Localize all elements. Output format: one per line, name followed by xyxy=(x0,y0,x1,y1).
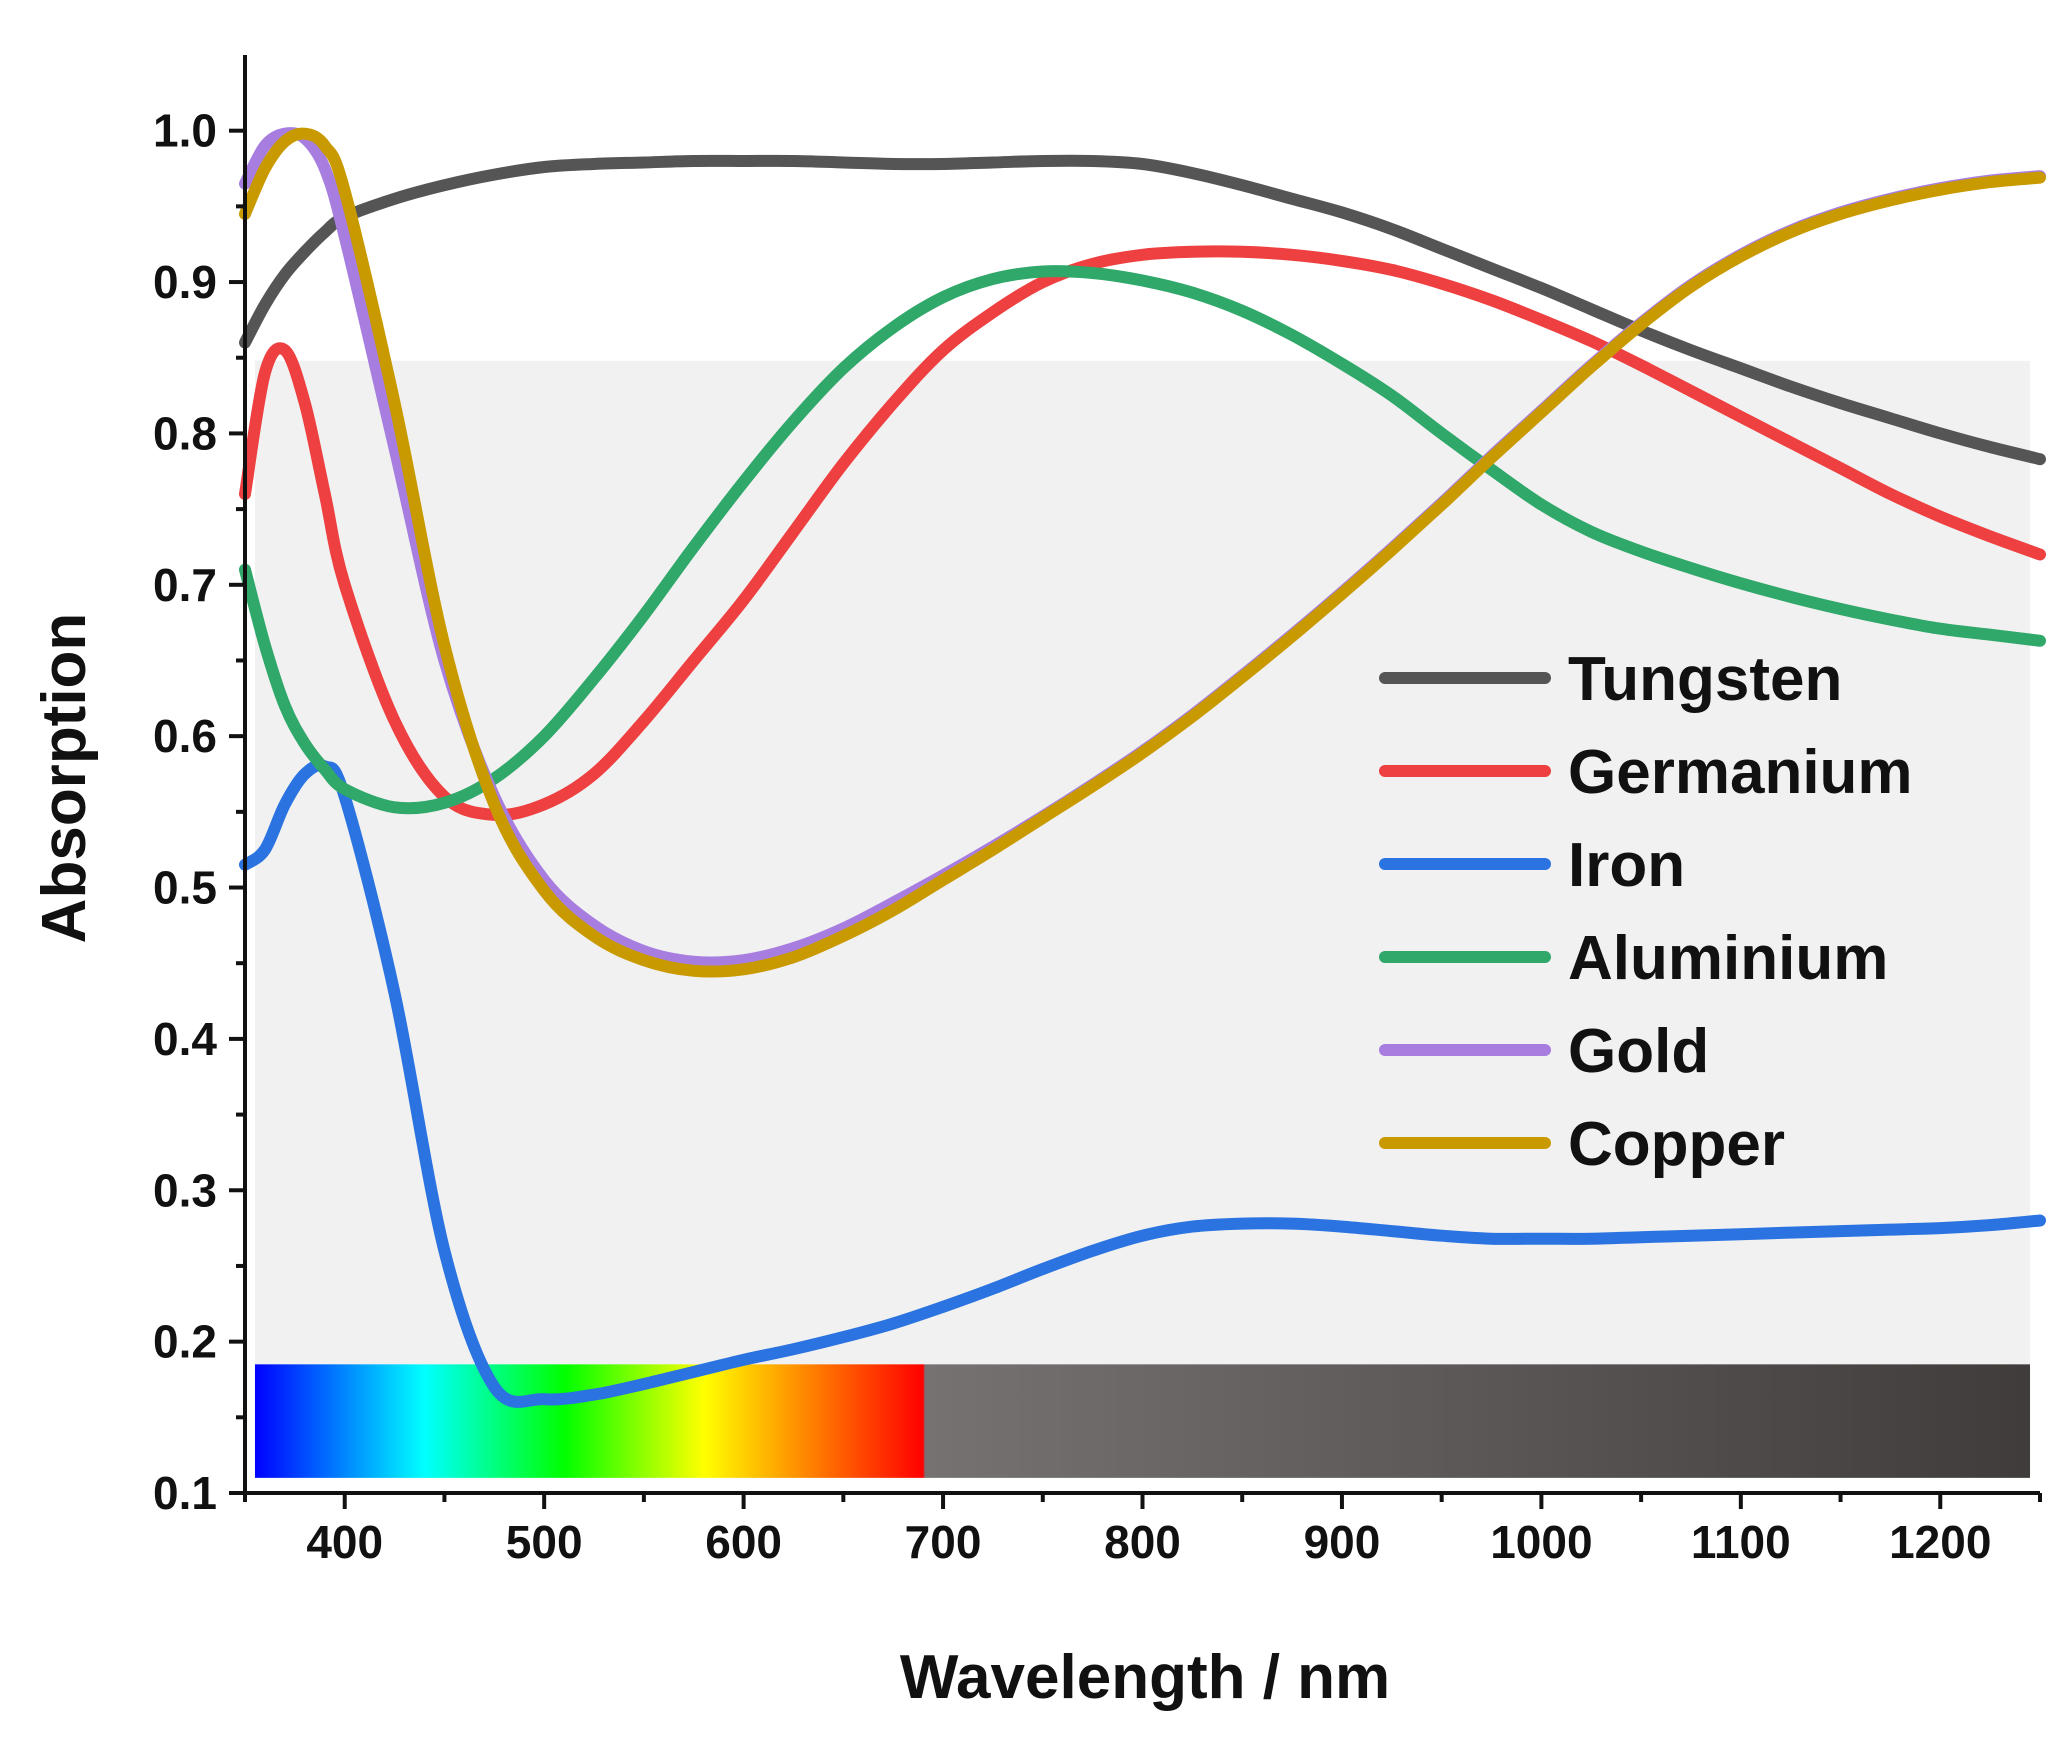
legend: Tungsten Germanium Iron Aluminium Gold Copper xyxy=(1379,645,1913,1179)
x-tick-label: 800 xyxy=(1104,1516,1181,1568)
chart-background xyxy=(254,360,2031,1478)
y-tick-label: 0.6 xyxy=(153,710,217,762)
y-tick-label: 0.2 xyxy=(153,1316,217,1368)
legend-label-copper: Copper xyxy=(1568,1110,1785,1179)
series-line-copper xyxy=(239,127,2046,978)
series-line-iron xyxy=(239,759,2046,1408)
y-tick-label: 0.7 xyxy=(153,559,217,611)
y-tick-label: 0.9 xyxy=(153,256,217,308)
y-tick-label: 0.1 xyxy=(153,1467,217,1519)
legend-label-iron: Iron xyxy=(1568,831,1685,900)
series-lines xyxy=(239,127,2046,1408)
y-tick-label: 0.3 xyxy=(153,1164,217,1216)
spectrum-bar xyxy=(254,1364,2031,1478)
legend-label-germanium: Germanium xyxy=(1568,738,1913,807)
x-tick-label: 900 xyxy=(1304,1516,1381,1568)
x-tick-label: 1100 xyxy=(1691,1516,1791,1568)
series-line-tungsten xyxy=(239,154,2046,466)
legend-label-tungsten: Tungsten xyxy=(1568,645,1842,714)
series-line-aluminium xyxy=(239,265,2046,815)
x-tick-label: 500 xyxy=(506,1516,583,1568)
x-tick-label: 1200 xyxy=(1889,1516,1991,1568)
axes xyxy=(229,55,2042,1509)
y-tick-label: 0.8 xyxy=(153,407,217,459)
x-tick-label: 700 xyxy=(905,1516,982,1568)
tick-labels: 0.1 0.2 0.3 0.4 0.5 0.6 0.7 0.8 0.9 1.0 400 500 600 7… xyxy=(153,105,1991,1568)
y-tick-label: 1.0 xyxy=(153,105,217,157)
y-tick-label: 0.4 xyxy=(153,1013,217,1065)
legend-label-gold: Gold xyxy=(1568,1017,1709,1086)
shaded-region xyxy=(254,360,2031,1365)
legend-label-aluminium: Aluminium xyxy=(1568,924,1888,993)
y-axis-title: Absorption xyxy=(30,613,99,944)
x-tick-label: 1000 xyxy=(1490,1516,1592,1568)
x-tick-label: 600 xyxy=(705,1516,782,1568)
x-axis-title: Wavelength / nm xyxy=(900,1643,1390,1712)
series-line-germanium xyxy=(239,245,2046,822)
x-tick-label: 400 xyxy=(306,1516,383,1568)
y-tick-label: 0.5 xyxy=(153,862,217,914)
